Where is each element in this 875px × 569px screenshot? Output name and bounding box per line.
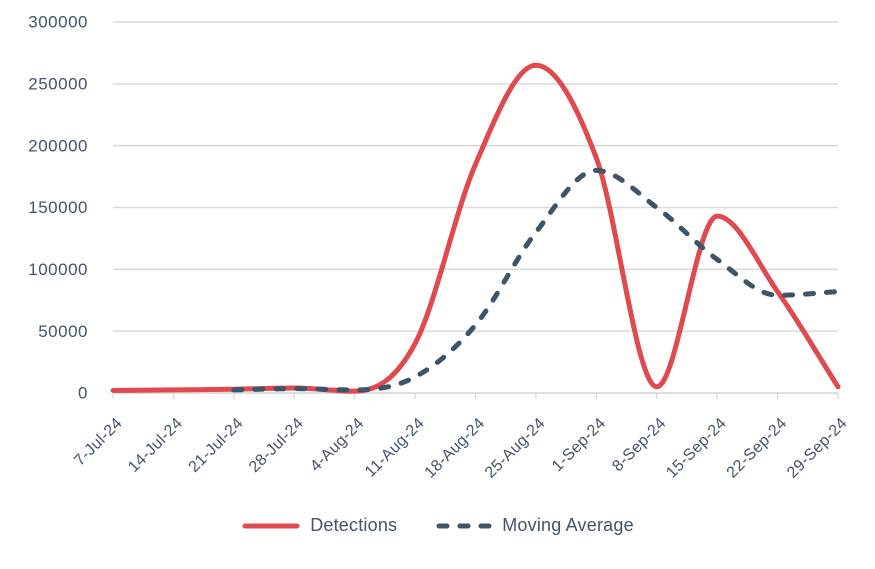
legend-label-detections: Detections [310,515,398,535]
x-axis-label: 18-Aug-24 [422,415,489,482]
moving-average-line-swatch-icon [436,523,492,528]
x-axis-label: 25-Aug-24 [482,415,549,482]
series-line-detections [110,62,841,394]
y-axis-label: 100000 [28,260,88,279]
chart-legend: Detections Moving Average [0,515,875,536]
y-axis-label: 150000 [28,198,88,217]
y-axis-label: 300000 [28,13,88,32]
legend-label-moving-average: Moving Average [502,515,634,535]
y-axis-label: 250000 [28,74,88,93]
x-axis-label: 11-Aug-24 [362,415,428,481]
x-axis-label: 14-Jul-24 [125,415,186,476]
x-axis-label: 22-Sep-24 [724,415,791,482]
series-line-moving-average [231,167,841,393]
x-axis-label: 28-Jul-24 [246,415,307,476]
y-axis-label: 0 [78,384,88,403]
y-axis-label: 50000 [38,322,88,341]
x-axis-label: 4-Aug-24 [307,415,367,475]
y-axis-label: 200000 [28,136,88,155]
x-axis-label: 15-Sep-24 [663,415,730,482]
line-chart: 0 50000 100000 150000 200000 250000 300000 7-Ju… [28,13,851,482]
x-axis-label: 1-Sep-24 [549,415,609,475]
x-axis-label: 21-Jul-24 [186,415,247,476]
x-axis-label: 29-Sep-24 [784,415,851,482]
detections-line-swatch-icon [242,523,300,528]
x-axis-label: 8-Sep-24 [609,415,669,475]
x-axis-label: 7-Jul-24 [71,415,126,470]
legend-item-moving-average: Moving Average [435,515,634,536]
legend-item-detections: Detections [241,515,397,536]
